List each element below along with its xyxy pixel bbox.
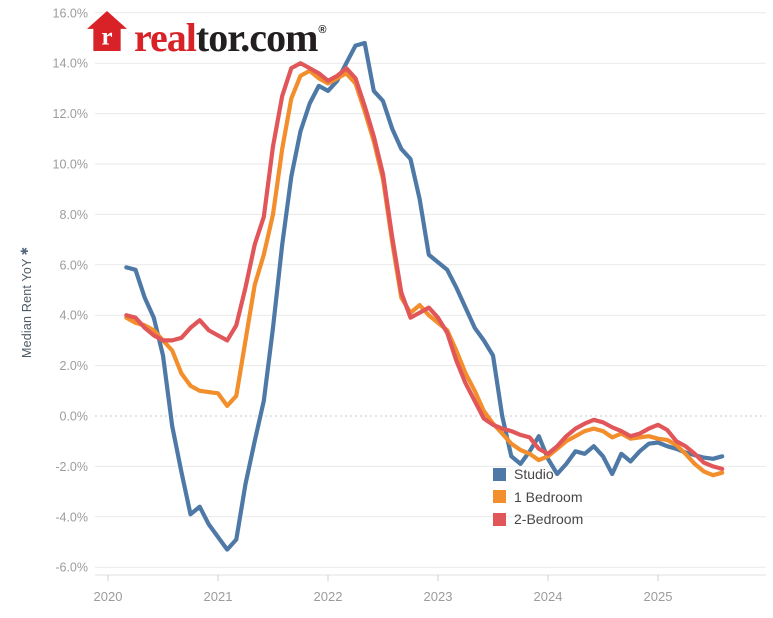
x-tick-label: 2024 [534,589,563,604]
house-letter: r [101,24,112,51]
realtor-wordmark: realtor.com® [134,8,327,60]
x-tick-label: 2022 [314,589,343,604]
y-tick-label: 12.0% [53,107,88,121]
y-axis-title-text: Median Rent YoY [20,258,34,358]
legend-swatch-studio [493,467,506,481]
legend: Studio 1 Bedroom 2-Bedroom [493,463,583,531]
x-tick-label: 2020 [94,589,123,604]
series-line-studio [124,40,725,552]
footnote-asterisk-icon: ✱ [20,246,31,256]
legend-item-2bedroom: 2-Bedroom [493,508,583,531]
legend-item-studio: Studio [493,463,583,486]
y-tick-label: 0.0% [60,410,89,424]
legend-label-2bedroom: 2-Bedroom [514,511,584,528]
registered-trademark: ® [318,24,326,36]
y-tick-label: -6.0% [55,561,88,575]
series-line-2-bedroom [124,61,725,471]
legend-swatch-2bedroom [493,512,506,526]
y-tick-label: 4.0% [60,309,89,323]
series-line-1-bedroom [124,68,725,478]
y-tick-label: 6.0% [60,258,89,272]
wordmark-torcom: tor.com [195,15,318,60]
y-tick-label: 2.0% [60,359,89,373]
legend-label-studio: Studio [514,466,554,483]
y-tick-label: -2.0% [55,460,88,474]
realtor-logo: r realtor.com® [86,8,327,60]
legend-label-1bedroom: 1 Bedroom [514,488,583,505]
x-tick-label: 2021 [204,589,233,604]
y-axis-title: Median Rent YoY ✱ [20,247,34,358]
y-tick-label: 10.0% [53,158,88,172]
y-tick-label: 8.0% [60,208,89,222]
x-tick-label: 2025 [644,589,673,604]
legend-swatch-1bedroom [493,490,506,504]
y-tick-label: -4.0% [55,510,88,524]
y-tick-label: 14.0% [53,57,88,71]
realtor-house-icon: r [87,11,127,51]
x-tick-label: 2023 [424,589,453,604]
legend-item-1bedroom: 1 Bedroom [493,486,583,509]
wordmark-real: real [134,15,197,60]
y-tick-label: 16.0% [53,6,88,20]
